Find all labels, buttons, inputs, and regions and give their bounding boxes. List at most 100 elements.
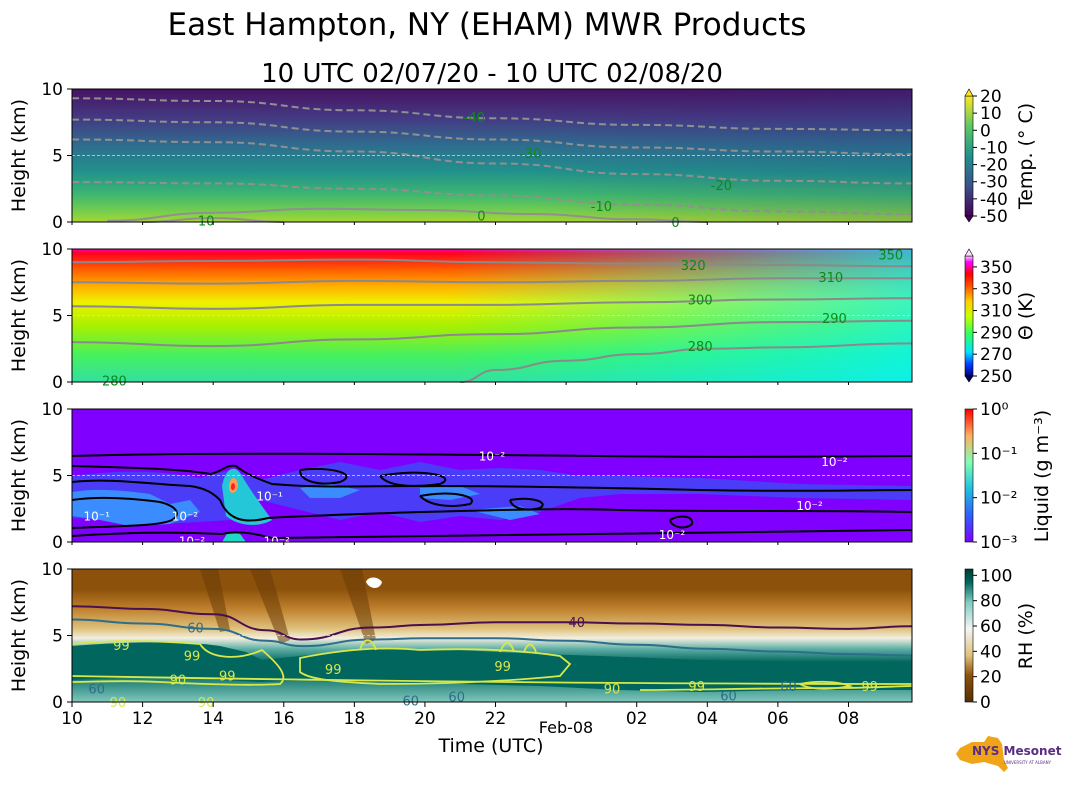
relative_humidity-contour-label: 60 bbox=[720, 689, 737, 704]
axes: 0 5 10 Height (km) 0 5 10 Height (km) 0 5 10 Height… bbox=[8, 80, 859, 729]
colorbar-rh-ticks: 100 80 60 40 20 0 bbox=[973, 566, 1012, 713]
relative_humidity-colorbar-tick-label: 40 bbox=[980, 642, 1002, 662]
relative_humidity-contour-label: 90 bbox=[198, 696, 215, 711]
relative_humidity-contour-label: 60 bbox=[88, 683, 105, 698]
colorbar-temperature-bar bbox=[964, 95, 974, 217]
relative_humidity-ylabel: Height (km) bbox=[8, 579, 30, 692]
liquid_water-contour-label: 10⁻² bbox=[479, 450, 506, 464]
temperature-contour-label: -30 bbox=[520, 147, 541, 162]
potential_temperature-contour-label: 280 bbox=[688, 340, 713, 355]
potential_temperature-contour-310 bbox=[71, 277, 912, 285]
temperature-ytick-label: 5 bbox=[52, 147, 63, 167]
xtick-label: 12 bbox=[132, 709, 154, 729]
colorbar-rh-bar bbox=[964, 568, 974, 703]
potential_temperature-colorbar-tick-label: 310 bbox=[980, 302, 1012, 322]
potential_temperature-colorbar-tick-label: 290 bbox=[980, 323, 1012, 343]
relative_humidity-ytick-label: 0 bbox=[52, 693, 63, 713]
xtick-label: 18 bbox=[344, 709, 366, 729]
relative_humidity-contour-label: 99 bbox=[184, 650, 201, 665]
temperature-contour-label: 0 bbox=[477, 209, 485, 224]
relative_humidity-contour-label: 60 bbox=[780, 680, 797, 695]
logo-subtext: UNIVERSITY AT ALBANY bbox=[1004, 760, 1052, 765]
temperature-colorbar-tick-label: -50 bbox=[980, 207, 1008, 227]
liquid_water-contour-label: 10⁻¹ bbox=[256, 489, 283, 503]
xtick-label: 22 bbox=[485, 709, 507, 729]
liquid_water-contour-label: 10⁻² bbox=[172, 509, 199, 523]
relative_humidity-contour-label: 99 bbox=[325, 663, 342, 678]
temperature-contour-minus20 bbox=[71, 138, 913, 185]
xtick-label: 04 bbox=[696, 709, 718, 729]
temperature-ytick-label: 0 bbox=[52, 213, 63, 233]
logo-text: NYS Mesonet bbox=[972, 744, 1062, 758]
xtick-label: 10 bbox=[61, 709, 83, 729]
temperature-colorbar-tick-label: -30 bbox=[980, 173, 1008, 193]
figure-subtitle: 10 UTC 02/07/20 - 10 UTC 02/08/20 bbox=[261, 59, 723, 89]
colorbar-liquid-ticks: 10⁰ 10⁻¹ 10⁻² 10⁻³ bbox=[973, 400, 1017, 553]
colorbar-temperature-bottom-arrow bbox=[964, 215, 974, 223]
xtick-label: 14 bbox=[202, 709, 224, 729]
relative_humidity-contour-label: 60 bbox=[448, 691, 465, 706]
temperature-contour-10 bbox=[142, 216, 284, 223]
xtick-label: 20 bbox=[414, 709, 436, 729]
temperature-contour-minus30 bbox=[71, 118, 913, 156]
colorbar-theta-label: Θ (K) bbox=[1015, 292, 1037, 340]
potential_temperature-contour-label: 350 bbox=[878, 248, 903, 263]
colorbar-temperature-label: Temp. (° C) bbox=[1015, 103, 1037, 210]
liquid_water-colorbar-tick-label: 10⁰ bbox=[980, 400, 1009, 420]
temperature-contour-label: 0 bbox=[671, 216, 679, 231]
liquid-surface-patch bbox=[222, 532, 246, 542]
potential_temperature-ylabel: Height (km) bbox=[8, 259, 30, 372]
liquid_water-colorbar-tick-label: 10⁻² bbox=[980, 489, 1017, 509]
temperature-colorbar-tick-label: 10 bbox=[980, 104, 1002, 124]
potential_temperature-contour-label: 310 bbox=[818, 271, 843, 286]
potential_temperature-ytick-label: 5 bbox=[52, 307, 63, 327]
relative_humidity-colorbar-tick-label: 20 bbox=[980, 668, 1002, 688]
relative_humidity-colorbar-tick-label: 60 bbox=[980, 617, 1002, 637]
liquid_water-contour-label: 10⁻¹ bbox=[83, 509, 110, 523]
relative_humidity-ytick-label: 5 bbox=[52, 627, 63, 647]
colorbar-theta-bar bbox=[964, 255, 974, 377]
relative_humidity-contour-40 bbox=[71, 605, 913, 641]
theta-contours bbox=[71, 258, 913, 383]
nys-state-shape bbox=[956, 736, 1008, 772]
liquid_water-ytick-label: 10 bbox=[41, 400, 63, 420]
relative_humidity-contour-label: 40 bbox=[568, 616, 585, 631]
potential_temperature-contour-label: 300 bbox=[688, 294, 713, 309]
potential_temperature-contour-280 bbox=[460, 342, 913, 383]
relative_humidity-contour-label: 99 bbox=[861, 680, 878, 695]
relative_humidity-contour-label: 99 bbox=[113, 639, 130, 654]
xtick-label: 08 bbox=[838, 709, 860, 729]
temperature-ytick-label: 10 bbox=[41, 80, 63, 100]
rh-contours-99 bbox=[71, 639, 913, 691]
relative_humidity-contour-label: 90 bbox=[170, 673, 187, 688]
liquid_water-ylabel: Height (km) bbox=[8, 419, 30, 532]
liquid-layer-mid bbox=[72, 462, 912, 524]
liquid-core-center bbox=[231, 483, 235, 491]
figure-title: East Hampton, NY (EHAM) MWR Products bbox=[168, 7, 807, 43]
relative_humidity-contour-label: 99 bbox=[219, 669, 236, 684]
potential_temperature-colorbar-tick-label: 270 bbox=[980, 345, 1012, 365]
temperature-contour-minus10 bbox=[71, 181, 913, 215]
potential_temperature-colorbar-tick-label: 350 bbox=[980, 258, 1012, 278]
potential_temperature-contour-320 bbox=[71, 258, 913, 268]
colorbar-theta-top-arrow bbox=[964, 248, 974, 257]
relative_humidity-ytick-label: 10 bbox=[41, 560, 63, 580]
temperature-contour-label: -10 bbox=[591, 200, 612, 215]
panel-temperature: -40-30-20-100 010 bbox=[71, 88, 913, 231]
temperature-contour-0 bbox=[107, 207, 708, 223]
liquid_water-contour-label: 10⁻² bbox=[659, 528, 686, 542]
temperature-colorbar-tick-label: 0 bbox=[980, 121, 991, 141]
temperature-contour-label: -20 bbox=[711, 179, 732, 194]
temperature-contour-minus40 bbox=[71, 97, 913, 132]
panel-liquid: 10⁻² 10⁻²10⁻²10⁻²10⁻¹ 10⁻²10⁻¹10⁻² 10⁻² bbox=[71, 408, 913, 549]
temperature-colorbar-tick-label: -20 bbox=[980, 156, 1008, 176]
relative_humidity-contour-label: 90 bbox=[110, 696, 127, 711]
relative_humidity-contour-label: 99 bbox=[494, 660, 511, 675]
colorbar-liquid-bar bbox=[964, 408, 974, 543]
